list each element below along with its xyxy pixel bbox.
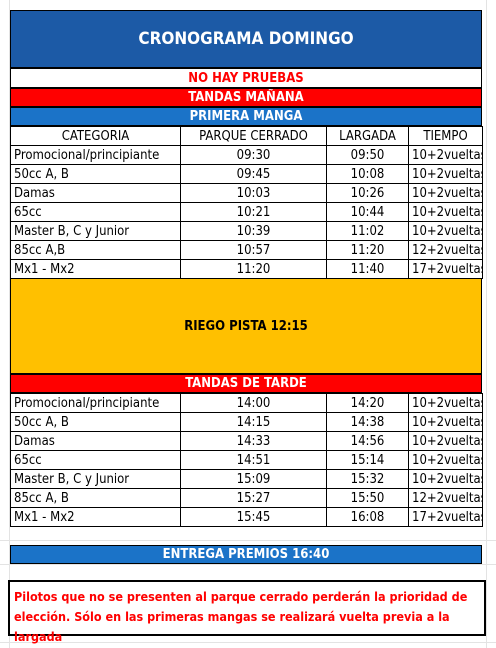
table-row: 50cc A, B 14:15 14:38 10+2vueltas — [10, 412, 483, 432]
parque-cell: 14:15 — [180, 412, 327, 432]
category-cell: 50cc A, B — [10, 164, 181, 184]
tiempo-cell: 17+2vueltas — [408, 259, 483, 279]
largada-cell: 15:50 — [326, 488, 409, 508]
grid-line — [486, 0, 487, 648]
parque-cell: 09:30 — [180, 145, 327, 165]
category-cell: 85cc A, B — [10, 488, 181, 508]
awards-banner: ENTREGA PREMIOS 16:40 — [10, 545, 482, 564]
largada-cell: 14:56 — [326, 431, 409, 451]
largada-cell: 16:08 — [326, 507, 409, 527]
category-cell: Mx1 - Mx2 — [10, 507, 181, 527]
largada-cell: 10:44 — [326, 202, 409, 222]
table-row: 50cc A, B 09:45 10:08 10+2vueltas — [10, 164, 483, 184]
category-cell: Master B, C y Junior — [10, 221, 181, 241]
parque-cell: 14:51 — [180, 450, 327, 470]
no-tests-banner: NO HAY PRUEBAS — [10, 68, 482, 88]
largada-cell: 14:20 — [326, 393, 409, 413]
schedule-title: CRONOGRAMA DOMINGO — [10, 10, 482, 68]
table-header-row: CATEGORIA PARQUE CERRADO LARGADA TIEMPO — [10, 126, 483, 146]
parque-cell: 10:57 — [180, 240, 327, 260]
tiempo-cell: 17+2vueltas — [408, 507, 483, 527]
category-cell: 65cc — [10, 202, 181, 222]
track-irrigation-banner: RIEGO PISTA 12:15 — [10, 278, 482, 374]
tiempo-cell: 10+2vueltas — [408, 431, 483, 451]
morning-schedule-table: CATEGORIA PARQUE CERRADO LARGADA TIEMPO … — [10, 126, 483, 279]
tiempo-cell: 10+2vueltas — [408, 393, 483, 413]
morning-heats-header: TANDAS MAÑANA — [10, 88, 482, 107]
parque-cell: 15:09 — [180, 469, 327, 489]
category-cell: 85cc A,B — [10, 240, 181, 260]
pilot-notice: Pilotos que no se presenten al parque ce… — [8, 580, 486, 644]
table-row: Promocional/principiante 09:30 09:50 10+… — [10, 145, 483, 165]
tiempo-cell: 12+2vueltas — [408, 488, 483, 508]
table-row: Mx1 - Mx2 15:45 16:08 17+2vueltas — [10, 507, 483, 527]
parque-cell: 15:27 — [180, 488, 327, 508]
afternoon-heats-header: TANDAS DE TARDE — [10, 374, 482, 393]
column-header-largada: LARGADA — [326, 126, 409, 146]
grid-line — [0, 564, 496, 565]
category-cell: Mx1 - Mx2 — [10, 259, 181, 279]
parque-cell: 10:39 — [180, 221, 327, 241]
parque-cell: 14:33 — [180, 431, 327, 451]
parque-cell: 10:03 — [180, 183, 327, 203]
tiempo-cell: 10+2vueltas — [408, 164, 483, 184]
category-cell: Promocional/principiante — [10, 393, 181, 413]
category-cell: Damas — [10, 431, 181, 451]
tiempo-cell: 10+2vueltas — [408, 450, 483, 470]
table-row: Master B, C y Junior 10:39 11:02 10+2vue… — [10, 221, 483, 241]
column-header-parque-cerrado: PARQUE CERRADO — [180, 126, 327, 146]
grid-line — [0, 642, 496, 643]
parque-cell: 11:20 — [180, 259, 327, 279]
table-row: 85cc A,B 10:57 11:20 12+2vueltas — [10, 240, 483, 260]
table-row: Damas 14:33 14:56 10+2vueltas — [10, 431, 483, 451]
tiempo-cell: 10+2vueltas — [408, 412, 483, 432]
table-row: Damas 10:03 10:26 10+2vueltas — [10, 183, 483, 203]
grid-line — [9, 0, 10, 648]
tiempo-cell: 10+2vueltas — [408, 145, 483, 165]
column-header-categoria: CATEGORIA — [10, 126, 181, 146]
category-cell: Promocional/principiante — [10, 145, 181, 165]
tiempo-cell: 10+2vueltas — [408, 183, 483, 203]
table-row: 85cc A, B 15:27 15:50 12+2vueltas — [10, 488, 483, 508]
column-header-tiempo: TIEMPO — [408, 126, 483, 146]
category-cell: 65cc — [10, 450, 181, 470]
category-cell: 50cc A, B — [10, 412, 181, 432]
first-heat-header: PRIMERA MANGA — [10, 107, 482, 126]
table-row: 65cc 14:51 15:14 10+2vueltas — [10, 450, 483, 470]
largada-cell: 11:02 — [326, 221, 409, 241]
largada-cell: 09:50 — [326, 145, 409, 165]
tiempo-cell: 10+2vueltas — [408, 221, 483, 241]
parque-cell: 15:45 — [180, 507, 327, 527]
largada-cell: 15:32 — [326, 469, 409, 489]
category-cell: Damas — [10, 183, 181, 203]
tiempo-cell: 10+2vueltas — [408, 202, 483, 222]
table-row: Promocional/principiante 14:00 14:20 10+… — [10, 393, 483, 413]
category-cell: Master B, C y Junior — [10, 469, 181, 489]
parque-cell: 09:45 — [180, 164, 327, 184]
tiempo-cell: 12+2vueltas — [408, 240, 483, 260]
table-row: Master B, C y Junior 15:09 15:32 10+2vue… — [10, 469, 483, 489]
tiempo-cell: 10+2vueltas — [408, 469, 483, 489]
largada-cell: 14:38 — [326, 412, 409, 432]
afternoon-schedule-table: Promocional/principiante 14:00 14:20 10+… — [10, 393, 483, 527]
largada-cell: 10:08 — [326, 164, 409, 184]
largada-cell: 15:14 — [326, 450, 409, 470]
table-row: 65cc 10:21 10:44 10+2vueltas — [10, 202, 483, 222]
parque-cell: 10:21 — [180, 202, 327, 222]
table-row: Mx1 - Mx2 11:20 11:40 17+2vueltas — [10, 259, 483, 279]
grid-line — [0, 540, 496, 541]
largada-cell: 11:40 — [326, 259, 409, 279]
largada-cell: 10:26 — [326, 183, 409, 203]
largada-cell: 11:20 — [326, 240, 409, 260]
parque-cell: 14:00 — [180, 393, 327, 413]
